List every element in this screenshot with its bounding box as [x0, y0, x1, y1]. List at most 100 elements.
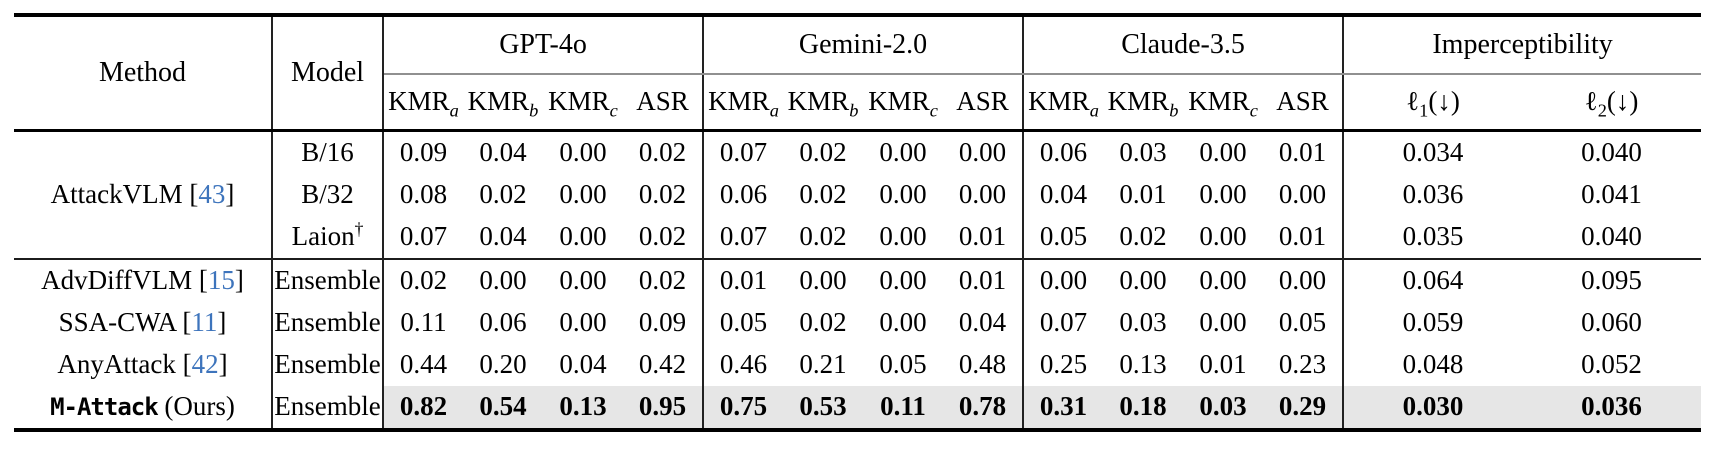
- value-cell: 0.05: [1263, 302, 1345, 344]
- model-cell: Ensemble: [272, 258, 384, 302]
- value-cell: 0.059: [1402, 307, 1464, 338]
- value-cell: 0.040: [1581, 137, 1642, 168]
- value-cell: 0.48: [943, 344, 1025, 386]
- value-cell: 0.052: [1581, 349, 1642, 380]
- value-cell: 0.01: [943, 258, 1025, 302]
- value-cell: 0.00: [1199, 179, 1247, 210]
- value-cell: 0.09: [623, 302, 705, 344]
- method-cell: SSA-CWA [11]: [14, 302, 273, 344]
- value-cell: 0.036: [1402, 179, 1464, 210]
- metric-header-kmrb: KMRb: [1103, 74, 1184, 132]
- group-header-gpt4o: GPT-4o: [383, 15, 705, 75]
- value-cell: 0.53: [783, 386, 864, 430]
- value-cell: 0.00: [1263, 174, 1345, 216]
- citation-link[interactable]: 42: [191, 349, 219, 380]
- metric-header-asr: ASR: [623, 74, 705, 132]
- group-header-claude-3-5: Claude-3.5: [1023, 15, 1345, 75]
- metric-header-kmrb: KMRb: [783, 74, 864, 132]
- metric-header-kmra: KMRa: [383, 74, 463, 132]
- value-cell: 0.00: [879, 179, 927, 210]
- value-cell: 0.82: [383, 386, 463, 430]
- value-cell: 0.00: [1103, 258, 1184, 302]
- value-cell: 0.04: [559, 349, 607, 380]
- citation-link[interactable]: 43: [198, 179, 226, 210]
- value-cell: 0.00: [1199, 137, 1247, 168]
- model-cell: B/32: [272, 174, 384, 216]
- value-cell: 0.02: [799, 221, 847, 252]
- value-cell: 0.04: [943, 302, 1025, 344]
- value-cell: 0.00: [1199, 221, 1247, 252]
- value-cell: 0.02: [479, 179, 527, 210]
- value-cell: 0.00: [1183, 258, 1264, 302]
- value-cell: 0.00: [1199, 307, 1247, 338]
- value-cell: 0.04: [1039, 179, 1088, 210]
- citation-link[interactable]: 11: [191, 307, 218, 338]
- value-cell: 0.78: [943, 386, 1025, 430]
- results-table: Method Model GPT-4o Gemini-2.0 Claude-3.…: [14, 13, 1702, 432]
- value-cell: 0.00: [463, 258, 543, 302]
- metric-header-l1-norm: ℓ1(↓): [1343, 74, 1523, 132]
- model-cell: B/16: [272, 130, 384, 174]
- value-cell: 0.11: [863, 386, 944, 430]
- value-cell: 0.05: [879, 349, 927, 380]
- value-cell: 0.08: [399, 179, 448, 210]
- value-cell: 0.01: [1263, 130, 1345, 174]
- value-cell: 0.00: [559, 307, 607, 338]
- value-cell: 0.29: [1263, 386, 1345, 430]
- table-row: AdvDiffVLM [15] Ensemble 0.02 0.00 0.00 0.02 0…: [14, 258, 1702, 302]
- value-cell: 0.07: [719, 221, 768, 252]
- value-cell: 0.02: [623, 258, 705, 302]
- value-cell: 0.00: [943, 174, 1025, 216]
- value-cell: 0.02: [623, 216, 705, 259]
- value-cell: 0.00: [879, 307, 927, 338]
- table-row: AttackVLM [43] B/16 0.09 0.04 0.00 0.02 0.07 0.…: [14, 130, 1701, 259]
- value-cell: 0.05: [1039, 221, 1088, 252]
- metric-header-row: KMRa KMRb KMRc ASR KMRa KMRb KMRc ASR KMRa KMRb KM…: [14, 74, 1702, 132]
- value-cell: 0.09: [399, 137, 448, 168]
- paper-results-table-region: Method Model GPT-4o Gemini-2.0 Claude-3.…: [14, 13, 1702, 432]
- value-cell: 0.03: [1119, 137, 1167, 168]
- value-cell: 0.034: [1402, 137, 1464, 168]
- value-cell: 0.036: [1522, 386, 1702, 430]
- table-row: AnyAttack [42] Ensemble 0.44 0.20 0.04 0.42 0.…: [14, 344, 1701, 386]
- table-row: SSA-CWA [11] Ensemble 0.11 0.06 0.00 0.09 0.05…: [14, 302, 1701, 344]
- value-cell: 0.25: [1039, 349, 1088, 380]
- value-cell: 0.11: [400, 307, 447, 338]
- value-cell: 0.02: [623, 174, 705, 216]
- value-cell: 0.04: [479, 221, 527, 252]
- value-cell: 0.02: [799, 307, 847, 338]
- model-cell: Ensemble: [272, 302, 384, 344]
- value-cell: 0.01: [1199, 349, 1247, 380]
- value-cell: 0.06: [479, 307, 527, 338]
- metric-header-kmrc: KMRc: [543, 74, 623, 132]
- value-cell: 0.060: [1581, 307, 1642, 338]
- method-name-mono: M-Attack: [50, 393, 159, 422]
- value-cell: 0.20: [479, 349, 527, 380]
- table-row: Laion† 0.07 0.04 0.00 0.02 0.07 0.02 0.00 0.01 0.…: [14, 216, 1701, 259]
- metric-header-kmrc: KMRc: [1183, 74, 1264, 132]
- metric-header-asr: ASR: [943, 74, 1025, 132]
- method-cell: AnyAttack [42]: [14, 344, 273, 386]
- value-cell: 0.030: [1343, 386, 1523, 430]
- group-header-row: Method Model GPT-4o Gemini-2.0 Claude-3.…: [14, 15, 1702, 132]
- value-cell: 0.00: [879, 221, 927, 252]
- value-cell: 0.75: [703, 386, 784, 430]
- value-cell: 0.13: [543, 386, 623, 430]
- value-cell: 0.064: [1343, 258, 1523, 302]
- citation-link[interactable]: 15: [207, 265, 235, 296]
- value-cell: 0.54: [463, 386, 543, 430]
- value-cell: 0.041: [1581, 179, 1642, 210]
- value-cell: 0.46: [719, 349, 768, 380]
- value-cell: 0.23: [1263, 344, 1345, 386]
- value-cell: 0.07: [719, 137, 768, 168]
- value-cell: 0.07: [399, 221, 448, 252]
- value-cell: 0.07: [1039, 307, 1088, 338]
- value-cell: 0.21: [799, 349, 847, 380]
- value-cell: 0.00: [1023, 258, 1104, 302]
- value-cell: 0.00: [559, 137, 607, 168]
- metric-header-kmrc: KMRc: [863, 74, 944, 132]
- metric-header-kmra: KMRa: [703, 74, 784, 132]
- value-cell: 0.048: [1402, 349, 1464, 380]
- value-cell: 0.035: [1402, 221, 1464, 252]
- table-row: M-Attack (Ours) Ensemble 0.82 0.54 0.13 0.95 0…: [14, 386, 1702, 430]
